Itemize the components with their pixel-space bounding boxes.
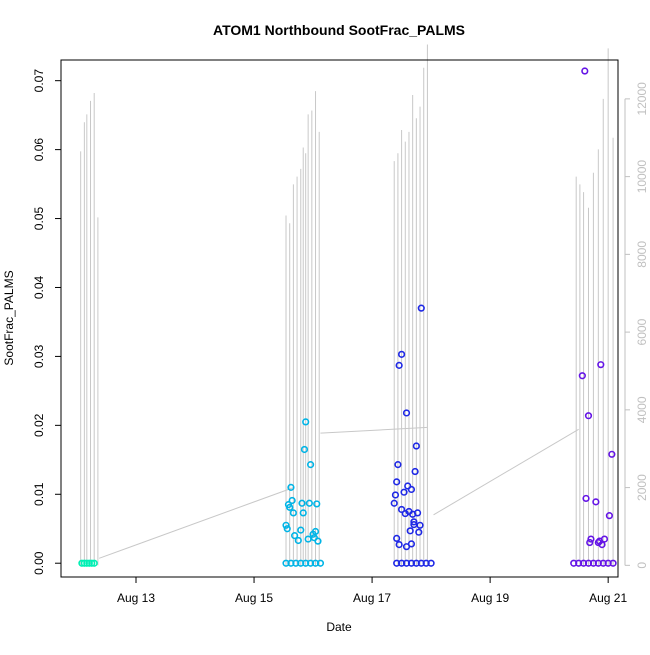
- data-point: [299, 509, 307, 517]
- data-point: [587, 535, 595, 543]
- data-point: [294, 536, 302, 545]
- y2-tick-label: 4000: [635, 396, 649, 423]
- data-point: [406, 527, 414, 535]
- y-tick-label: 0.04: [32, 275, 46, 299]
- plot-frame: [60, 59, 619, 578]
- data-point: [311, 527, 320, 536]
- altitude-transit: [320, 426, 428, 434]
- data-point: [410, 518, 418, 526]
- data-point: [578, 372, 586, 380]
- data-point: [586, 538, 594, 547]
- data-point: [400, 488, 408, 496]
- x-axis-label: Date: [326, 620, 352, 634]
- data-point: [88, 559, 96, 567]
- y-tick-label: 0.02: [32, 413, 46, 437]
- data-point: [90, 559, 98, 567]
- data-point: [407, 485, 416, 494]
- data-point: [416, 521, 424, 529]
- data-point: [298, 499, 306, 507]
- altitude-line-layer: [80, 44, 614, 566]
- data-point: [304, 535, 312, 543]
- data-point: [582, 494, 590, 503]
- y-tick-label: 0.05: [32, 207, 46, 231]
- x-tick-label: Aug 17: [353, 591, 391, 605]
- data-point: [581, 67, 589, 75]
- data-point: [282, 521, 290, 529]
- y2-tick-label: 8000: [635, 241, 649, 268]
- altitude-transit: [98, 487, 294, 559]
- y2-tick-label: 10000: [635, 160, 649, 194]
- data-point: [283, 525, 291, 533]
- data-point: [415, 528, 423, 536]
- data-point: [316, 559, 325, 567]
- y-tick-label: 0.01: [32, 482, 46, 506]
- data-point: [412, 442, 420, 450]
- data-point: [584, 412, 593, 420]
- data-point: [397, 350, 406, 358]
- data-point: [427, 559, 435, 567]
- y-tick-label: 0.06: [32, 138, 46, 162]
- y2-tick-label: 0: [635, 562, 649, 569]
- x-tick-label: Aug 21: [589, 591, 627, 605]
- data-point: [394, 461, 402, 469]
- data-point: [395, 541, 403, 549]
- data-point: [297, 526, 305, 534]
- y-axis-label: SootFrac_PALMS: [2, 270, 16, 365]
- data-point: [289, 509, 297, 517]
- data-point: [411, 467, 419, 476]
- data-point: [597, 361, 605, 369]
- data-point: [402, 409, 411, 417]
- data-point: [305, 499, 313, 507]
- data-point: [288, 496, 296, 505]
- data-point: [608, 450, 616, 458]
- chart-title: ATOM1 Northbound SootFrac_PALMS: [213, 22, 465, 38]
- data-point: [407, 540, 416, 548]
- x-tick-label: Aug 19: [471, 591, 509, 605]
- data-point: [287, 483, 295, 491]
- y-tick-label: 0.00: [32, 551, 46, 575]
- data-point: [390, 499, 398, 507]
- data-point: [595, 537, 604, 545]
- y-tick-label: 0.03: [32, 344, 46, 368]
- y2-tick-label: 6000: [635, 318, 649, 345]
- data-point: [307, 461, 315, 469]
- data-point: [291, 532, 299, 540]
- data-point: [313, 500, 321, 508]
- data-point: [413, 509, 422, 517]
- y2-tick-label: 12000: [635, 82, 649, 116]
- altitude-transit: [433, 428, 579, 516]
- data-point: [314, 537, 322, 545]
- axes-layer: 0.00 0.01 0.02 0.03 0.04 0.05 0.06 0.07 Aug 13 Au…: [32, 59, 649, 605]
- data-point: [605, 512, 613, 520]
- data-point: [609, 559, 617, 567]
- data-point: [300, 445, 309, 454]
- x-tick-label: Aug 15: [235, 591, 273, 605]
- data-point: [592, 498, 600, 506]
- data-point: [286, 503, 294, 511]
- data-point: [417, 304, 425, 312]
- y2-tick-label: 2000: [635, 474, 649, 501]
- x-tick-label: Aug 13: [117, 591, 155, 605]
- data-point: [397, 505, 406, 514]
- data-point: [395, 361, 403, 369]
- data-point: [393, 478, 401, 486]
- data-point: [302, 418, 310, 426]
- data-point: [391, 491, 400, 499]
- data-point: [393, 534, 401, 542]
- points-layer: [78, 67, 617, 567]
- y-tick-label: 0.07: [32, 69, 46, 93]
